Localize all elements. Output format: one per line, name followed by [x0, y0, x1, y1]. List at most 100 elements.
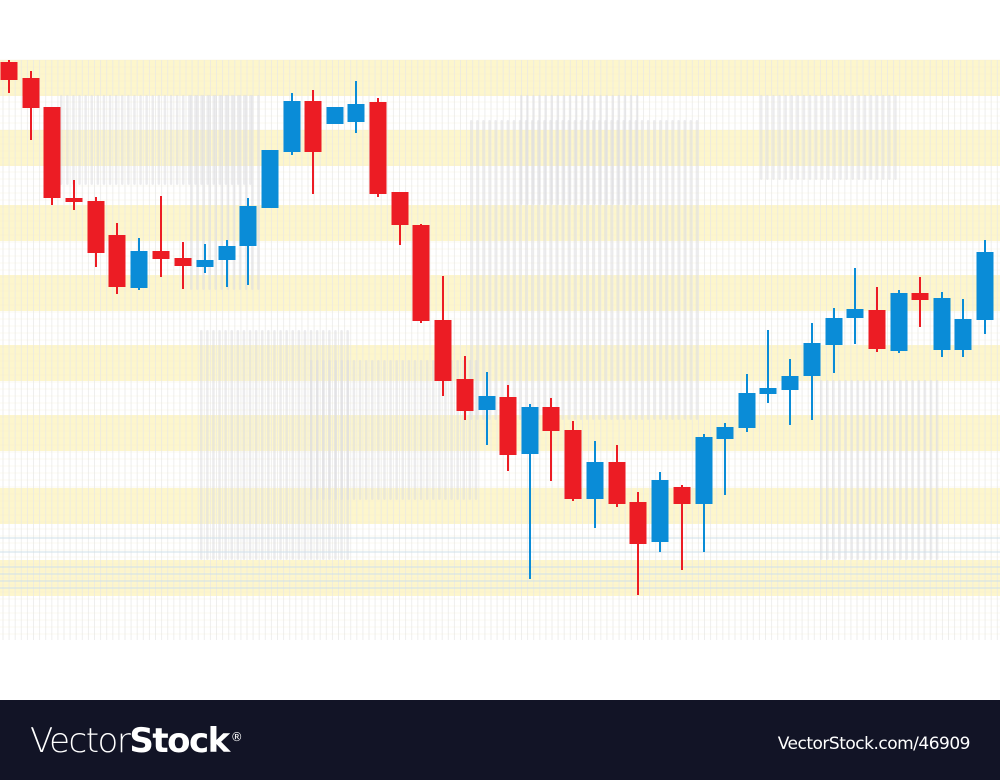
candle-body — [825, 318, 843, 345]
watermark-footer: VectorStock ® VectorStock.com/46909 — [0, 700, 1000, 780]
candle-body — [239, 206, 257, 246]
yellow-stripe — [0, 345, 1000, 381]
candle-body — [0, 62, 18, 80]
candle-up — [261, 150, 279, 208]
yellow-stripe — [0, 488, 1000, 524]
candle-down — [43, 107, 61, 205]
candle-body — [521, 407, 539, 454]
candle-body — [586, 462, 604, 499]
candle-down — [673, 485, 691, 570]
candle-up — [130, 238, 148, 290]
candle-up — [196, 244, 214, 273]
candle-up — [933, 292, 951, 357]
candle-down — [629, 492, 647, 595]
candle-body — [391, 192, 409, 225]
candle-body — [65, 198, 83, 202]
yellow-stripe — [0, 275, 1000, 311]
candle-body — [608, 462, 626, 504]
brand-bold: Stock — [129, 721, 230, 761]
candle-down — [868, 287, 886, 352]
candle-up — [326, 107, 344, 124]
candle-body — [261, 150, 279, 208]
candle-body — [152, 251, 170, 259]
candle-up — [846, 268, 864, 344]
candle-body — [673, 487, 691, 504]
yellow-stripe — [0, 60, 1000, 96]
candle-down — [391, 192, 409, 245]
candle-body — [412, 225, 430, 321]
vectorstock-logo: VectorStock ® — [30, 721, 243, 761]
candle-body — [478, 396, 496, 410]
candle-body — [716, 427, 734, 439]
candle-up — [976, 240, 994, 334]
candle-down — [22, 71, 40, 140]
candle-body — [890, 293, 908, 351]
candle-body — [781, 376, 799, 390]
background-watermark-bars — [60, 95, 939, 560]
candle-down — [108, 223, 126, 294]
candle-up — [781, 359, 799, 425]
candle-body — [87, 201, 105, 253]
chart-canvas — [0, 59, 1000, 640]
candle-body — [954, 319, 972, 350]
candle-body — [564, 430, 582, 499]
candle-down — [499, 385, 517, 471]
candle-up — [521, 404, 539, 579]
candle-body — [542, 407, 560, 431]
candle-body — [738, 393, 756, 428]
candle-body — [976, 252, 994, 320]
candle-down — [412, 224, 430, 323]
candle-up — [738, 374, 756, 432]
candle-body — [499, 397, 517, 455]
candle-body — [108, 235, 126, 287]
candle-down — [65, 180, 83, 210]
candle-body — [651, 480, 669, 542]
candle-body — [911, 293, 929, 300]
candle-up — [803, 323, 821, 420]
candle-up — [478, 372, 496, 445]
candle-up — [347, 81, 365, 133]
candle-up — [651, 472, 669, 552]
candle-body — [434, 320, 452, 381]
candle-down — [304, 90, 322, 194]
candle-body — [759, 388, 777, 394]
candle-body — [695, 437, 713, 504]
candle-up — [283, 93, 301, 155]
registered-mark: ® — [230, 730, 243, 744]
candle-body — [846, 309, 864, 318]
image-reference: VectorStock.com/46909 — [777, 734, 971, 754]
lower-horizontal-lines — [0, 537, 1000, 589]
candle-body — [22, 78, 40, 108]
candle-down — [174, 242, 192, 289]
candle-body — [326, 107, 344, 124]
candle-up — [239, 198, 257, 285]
candle-down — [87, 197, 105, 267]
yellow-stripe — [0, 130, 1000, 166]
candle-body — [803, 343, 821, 376]
candle-up — [954, 299, 972, 357]
candle-down — [608, 445, 626, 507]
candle-body — [629, 502, 647, 544]
yellow-stripe — [0, 205, 1000, 241]
candle-body — [304, 101, 322, 152]
candle-up — [218, 240, 236, 287]
candle-body — [218, 246, 236, 260]
candle-down — [542, 398, 560, 481]
background-stripes — [0, 60, 1000, 596]
candle-down — [0, 60, 18, 93]
candle-down — [434, 276, 452, 396]
candle-up — [716, 423, 734, 495]
candle-body — [933, 298, 951, 350]
candle-body — [347, 104, 365, 122]
candle-up — [890, 290, 908, 353]
candle-up — [586, 441, 604, 528]
candle-up — [695, 434, 713, 552]
candle-body — [130, 251, 148, 288]
candle-down — [911, 277, 929, 327]
candle-up — [825, 308, 843, 373]
candle-body — [174, 258, 192, 266]
candlestick-chart — [0, 59, 1000, 640]
candle-down — [564, 421, 582, 501]
candle-body — [43, 107, 61, 198]
candle-body — [283, 101, 301, 152]
